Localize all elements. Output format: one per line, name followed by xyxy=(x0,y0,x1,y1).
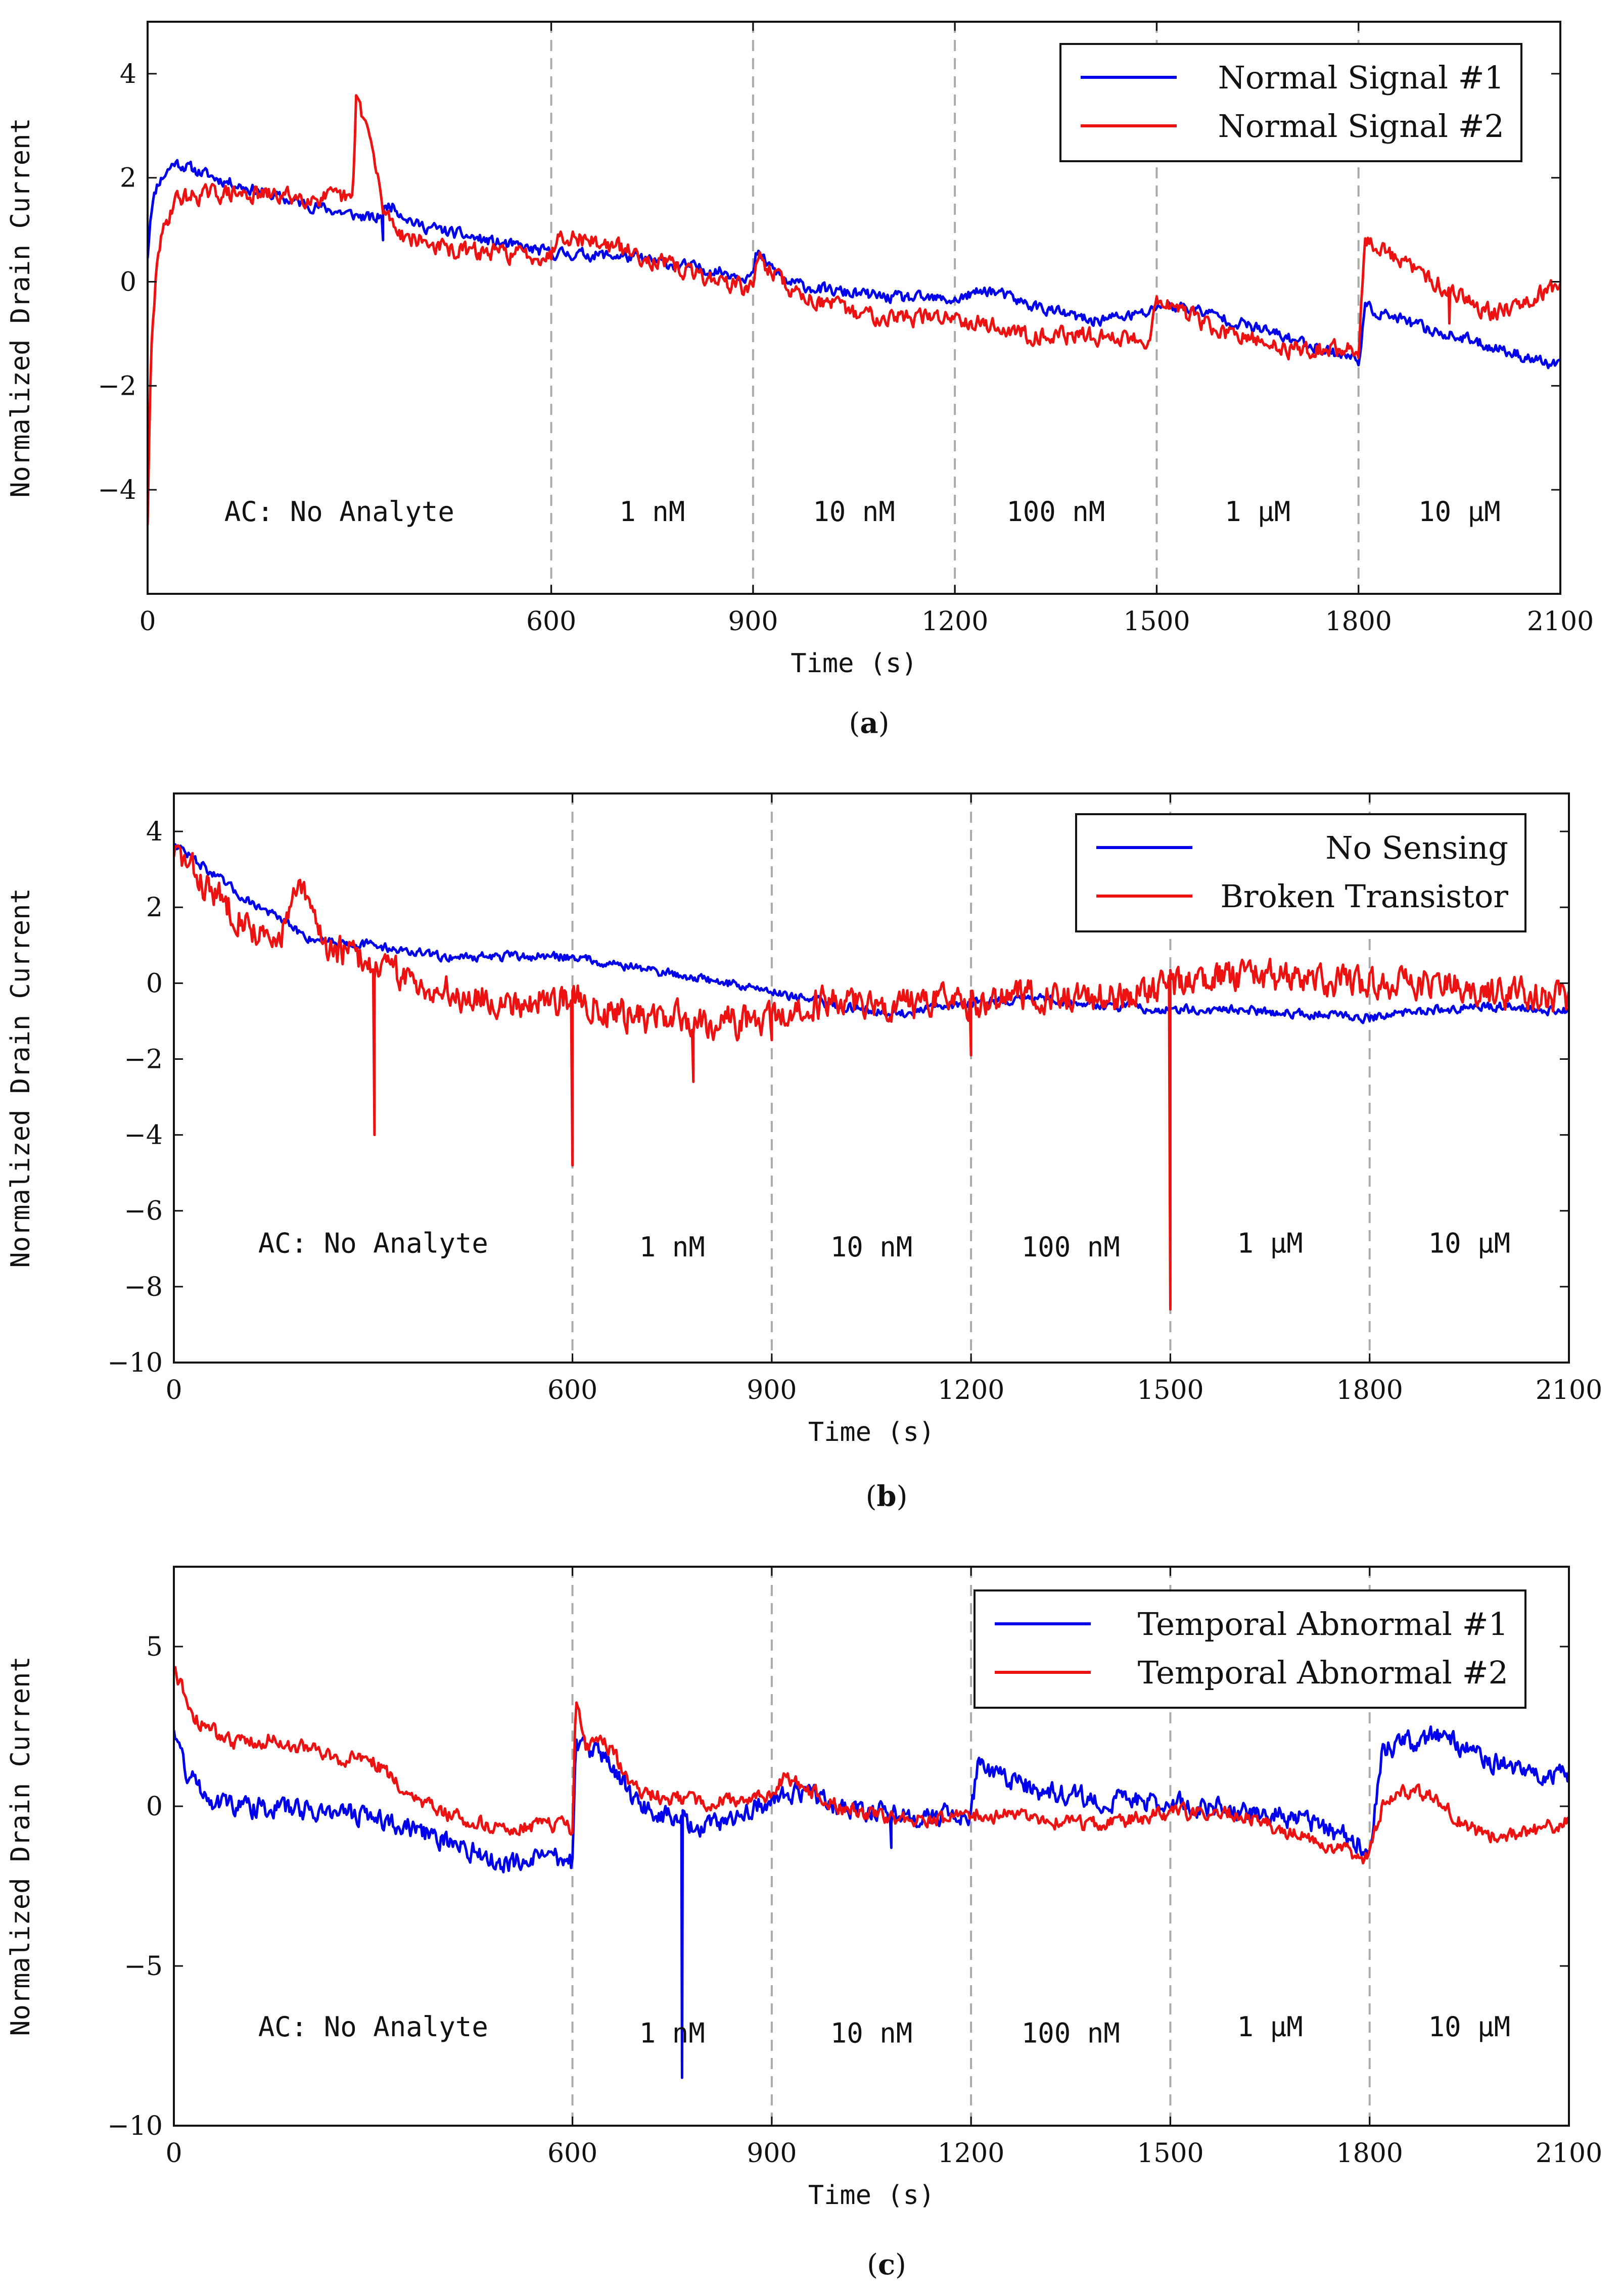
series-line-1 xyxy=(174,1725,1569,2079)
panel-caption-letter: c xyxy=(878,2248,895,2281)
y-tick-label: −4 xyxy=(98,475,136,505)
concentration-label: 1 nM xyxy=(619,496,685,528)
concentration-label: 100 nM xyxy=(1006,496,1105,528)
x-tick-label: 600 xyxy=(547,2138,597,2169)
concentration-label: 1 μM xyxy=(1237,2011,1303,2043)
x-tick-label: 600 xyxy=(547,1375,597,1405)
legend: Normal Signal #1 Normal Signal #2 xyxy=(1059,43,1522,162)
legend: No Sensing Broken Transistor xyxy=(1075,813,1526,932)
plot-frame xyxy=(173,792,1570,1364)
chart-panel-c: 0 600 900 1200 1500 1800 2100 −10 −5 0 5 Time (s) No… xyxy=(6,1566,1602,2281)
x-tick-label: 900 xyxy=(747,2138,797,2169)
y-tick-label: 0 xyxy=(146,1792,163,1822)
y-tick-label: −10 xyxy=(107,1348,163,1378)
series-line-2 xyxy=(148,94,1560,525)
x-tick-label: 900 xyxy=(747,1375,797,1405)
y-tick-label: 2 xyxy=(146,893,163,923)
legend-entry: No Sensing xyxy=(1325,829,1508,866)
x-tick-label: 600 xyxy=(526,606,576,637)
panel-caption: (b) xyxy=(866,1480,908,1513)
x-tick-label: 0 xyxy=(165,2138,182,2169)
chart-panel-a: 0 600 900 1200 1500 1800 2100 −4 −2 0 2 4 Time (s) No… xyxy=(6,21,1594,740)
y-tick-label: −2 xyxy=(124,1044,163,1074)
x-tick-label: 2100 xyxy=(1536,1375,1602,1405)
concentration-label: 1 nM xyxy=(639,1231,705,1263)
series-line-1 xyxy=(174,843,1569,1024)
legend-entry: Temporal Abnormal #2 xyxy=(1138,1654,1508,1691)
x-tick-label: 1500 xyxy=(1137,1375,1203,1405)
concentration-label: 1 μM xyxy=(1237,1227,1303,1259)
legend-box xyxy=(1059,43,1522,162)
panel-caption-letter: b xyxy=(876,1480,896,1513)
concentration-label: 1 nM xyxy=(639,2018,705,2049)
y-tick-label: −5 xyxy=(124,1951,163,1982)
concentration-label: 1 μM xyxy=(1225,496,1290,528)
concentration-label: 10 nM xyxy=(830,1231,913,1263)
x-axis-label: Time (s) xyxy=(808,1417,935,1447)
panel-caption: (a) xyxy=(849,707,889,740)
legend-entry: Normal Signal #2 xyxy=(1218,108,1504,145)
legend-box xyxy=(974,1589,1526,1709)
concentration-label: 10 nM xyxy=(813,496,895,528)
plot-frame xyxy=(147,21,1561,595)
y-axis-label: Normalized Drain Current xyxy=(6,888,36,1268)
series-line-2 xyxy=(174,844,1569,1311)
concentration-label: 100 nM xyxy=(1022,2018,1120,2049)
concentration-label: 100 nM xyxy=(1022,1231,1120,1263)
x-tick-label: 1800 xyxy=(1336,1375,1403,1405)
y-tick-label: 2 xyxy=(120,163,136,194)
x-tick-label: 1800 xyxy=(1325,606,1392,637)
y-tick-label: 0 xyxy=(120,267,136,298)
y-tick-label: −10 xyxy=(107,2111,163,2141)
legend-entry: Temporal Abnormal #1 xyxy=(1138,1606,1508,1643)
plot-frame xyxy=(173,1566,1570,2127)
x-tick-label: 2100 xyxy=(1527,606,1594,637)
legend: Temporal Abnormal #1 Temporal Abnormal #2 xyxy=(974,1589,1526,1709)
x-axis-label: Time (s) xyxy=(791,648,917,679)
x-tick-label: 0 xyxy=(165,1375,182,1405)
y-tick-label: 4 xyxy=(120,59,136,89)
concentration-label: 10 μM xyxy=(1428,2011,1511,2043)
series-line-1 xyxy=(148,159,1560,369)
legend-entry: Normal Signal #1 xyxy=(1218,59,1504,96)
x-tick-label: 1200 xyxy=(938,2138,1004,2169)
y-tick-label: −2 xyxy=(98,371,136,401)
series-line-2 xyxy=(174,1666,1569,1865)
x-tick-label: 1200 xyxy=(938,1375,1004,1405)
concentration-label: 10 μM xyxy=(1418,496,1501,528)
x-axis-label: Time (s) xyxy=(808,2180,935,2211)
chart-panel-b: 0 600 900 1200 1500 1800 2100 −10 −8 −6 −4 −2 0 2 4 Tim… xyxy=(6,792,1602,1513)
concentration-label: AC: No Analyte xyxy=(224,496,454,528)
y-tick-label: 5 xyxy=(146,1632,163,1662)
panel-caption-letter: a xyxy=(860,707,878,740)
x-tick-label: 1200 xyxy=(921,606,988,637)
y-tick-label: 0 xyxy=(146,968,163,999)
x-tick-label: 1500 xyxy=(1123,606,1190,637)
y-axis-label: Normalized Drain Current xyxy=(6,1656,36,2036)
y-tick-label: −8 xyxy=(124,1272,163,1302)
concentration-label: AC: No Analyte xyxy=(258,2011,488,2043)
panel-caption: (c) xyxy=(867,2248,906,2281)
y-tick-label: 4 xyxy=(146,817,163,847)
y-axis-label: Normalized Drain Current xyxy=(6,118,36,497)
y-tick-label: −4 xyxy=(124,1120,163,1151)
y-tick-label: −6 xyxy=(124,1196,163,1227)
x-tick-label: 900 xyxy=(728,606,778,637)
concentration-label: AC: No Analyte xyxy=(258,1227,488,1259)
x-tick-label: 1800 xyxy=(1336,2138,1403,2169)
legend-box xyxy=(1075,813,1526,932)
x-tick-label: 2100 xyxy=(1536,2138,1602,2169)
concentration-label: 10 nM xyxy=(830,2018,913,2049)
x-tick-label: 0 xyxy=(139,606,156,637)
x-tick-label: 1500 xyxy=(1137,2138,1203,2169)
legend-entry: Broken Transistor xyxy=(1220,878,1508,915)
concentration-label: 10 μM xyxy=(1428,1227,1511,1259)
